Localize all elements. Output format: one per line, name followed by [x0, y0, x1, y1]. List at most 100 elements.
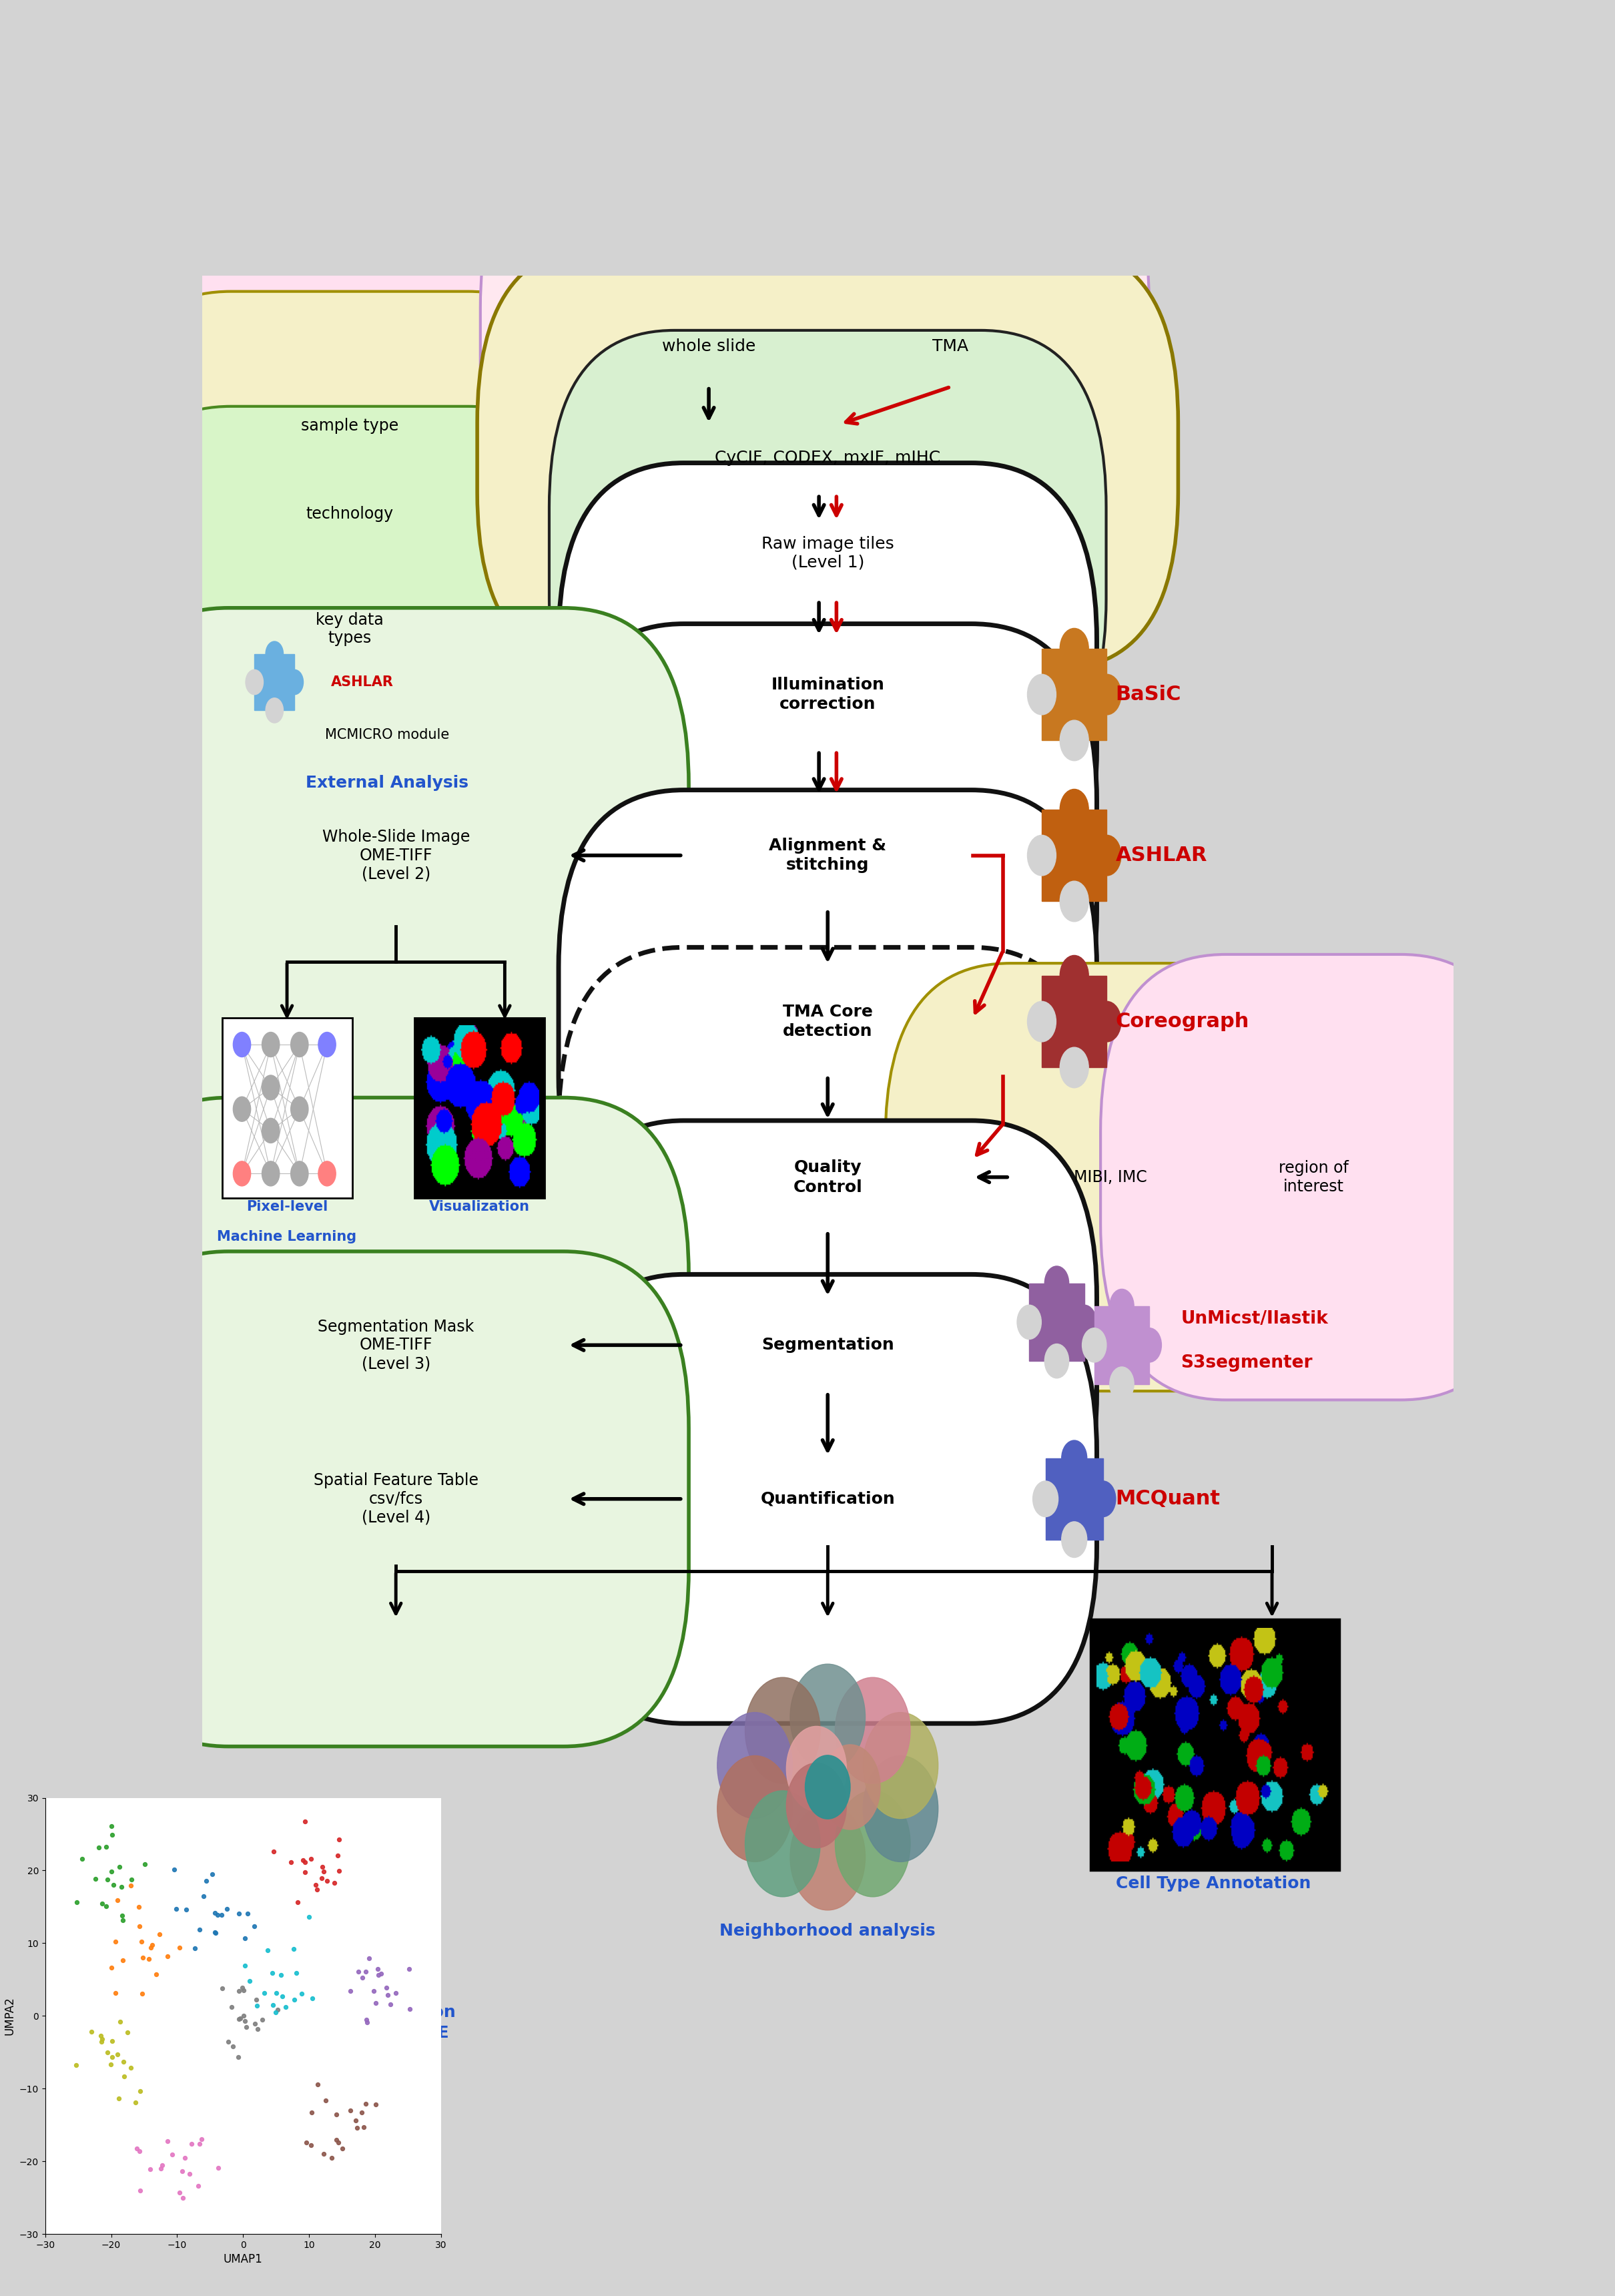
- Point: [326, 1821, 352, 1857]
- Circle shape: [790, 1805, 866, 1910]
- Circle shape: [745, 1791, 820, 1896]
- Point: [95, 2034, 121, 2071]
- Circle shape: [1082, 1327, 1106, 1362]
- Point: [82, 1860, 108, 1896]
- Point: [94, 1887, 120, 1924]
- Point: [100, 1867, 126, 1903]
- Point: [349, 2094, 375, 2131]
- Point: [292, 1802, 318, 1839]
- Text: External Analysis: External Analysis: [305, 776, 468, 790]
- Circle shape: [1059, 882, 1089, 921]
- Text: Neighborhood analysis: Neighborhood analysis: [720, 1924, 935, 1940]
- Circle shape: [318, 1033, 336, 1056]
- Point: [273, 1988, 299, 2025]
- Text: sample type: sample type: [300, 418, 399, 434]
- Point: [263, 1993, 289, 2030]
- Circle shape: [1027, 675, 1056, 714]
- Point: [242, 2004, 268, 2041]
- Circle shape: [1061, 1522, 1087, 1557]
- Point: [373, 1970, 399, 2007]
- Point: [139, 1926, 165, 1963]
- Circle shape: [862, 1756, 938, 1862]
- Point: [354, 1954, 380, 1991]
- Circle shape: [1017, 1304, 1042, 1339]
- Point: [89, 2023, 115, 2060]
- Point: [186, 2167, 212, 2204]
- Point: [111, 2057, 137, 2094]
- Point: [321, 1864, 347, 1901]
- Circle shape: [820, 1745, 880, 1830]
- Point: [299, 1839, 325, 1876]
- Point: [242, 1908, 268, 1945]
- Text: BaSiC: BaSiC: [1116, 684, 1181, 705]
- Circle shape: [1092, 1001, 1121, 1042]
- Text: region of
interest: region of interest: [1279, 1159, 1349, 1194]
- Circle shape: [835, 1791, 911, 1896]
- Circle shape: [291, 1033, 308, 1056]
- FancyBboxPatch shape: [559, 790, 1097, 1254]
- Point: [326, 1853, 352, 1890]
- Point: [99, 2046, 124, 2082]
- Point: [255, 1931, 281, 1968]
- Point: [226, 1972, 252, 2009]
- Point: [313, 1862, 339, 1899]
- Point: [179, 2126, 205, 2163]
- Point: [310, 1848, 336, 1885]
- Point: [281, 1931, 307, 1968]
- Point: [202, 1915, 228, 1952]
- Text: TMA: TMA: [932, 338, 969, 354]
- Point: [299, 2126, 325, 2163]
- Point: [89, 1885, 115, 1922]
- Point: [323, 2122, 349, 2158]
- Point: [147, 1915, 173, 1952]
- Point: [137, 2151, 163, 2188]
- Point: [123, 2085, 149, 2122]
- FancyBboxPatch shape: [255, 654, 294, 709]
- Text: Coreograph: Coreograph: [1116, 1013, 1250, 1031]
- Point: [100, 2023, 126, 2060]
- Circle shape: [1072, 1304, 1097, 1339]
- Point: [194, 1862, 220, 1899]
- Circle shape: [1137, 1327, 1161, 1362]
- Point: [118, 1867, 144, 1903]
- Point: [308, 1860, 334, 1896]
- Point: [292, 1844, 318, 1880]
- Point: [244, 2011, 270, 2048]
- Point: [365, 1949, 391, 1986]
- Point: [263, 1975, 289, 2011]
- Point: [233, 2002, 258, 2039]
- Point: [132, 1846, 158, 1883]
- Point: [281, 1981, 307, 2018]
- Point: [99, 1949, 124, 1986]
- Circle shape: [1045, 1265, 1069, 1300]
- Point: [338, 1972, 363, 2009]
- Point: [236, 1963, 262, 2000]
- Point: [349, 1958, 375, 1995]
- Point: [182, 1931, 208, 1968]
- Circle shape: [835, 1678, 911, 1784]
- Point: [162, 1851, 187, 1887]
- FancyBboxPatch shape: [105, 202, 594, 647]
- Point: [346, 1954, 371, 1991]
- Point: [149, 2147, 174, 2183]
- Point: [191, 1878, 216, 1915]
- Point: [215, 2023, 241, 2060]
- Circle shape: [1059, 955, 1089, 996]
- Point: [160, 2135, 186, 2172]
- Point: [249, 2002, 275, 2039]
- Text: Cell Type Annotation: Cell Type Annotation: [1116, 1876, 1311, 1892]
- Point: [354, 2002, 380, 2039]
- Point: [103, 1975, 129, 2011]
- Point: [105, 2080, 131, 2117]
- FancyBboxPatch shape: [885, 964, 1336, 1391]
- Text: Whole-Slide Image
OME-TIFF
(Level 2): Whole-Slide Image OME-TIFF (Level 2): [321, 829, 470, 882]
- FancyBboxPatch shape: [1045, 1458, 1103, 1541]
- Circle shape: [717, 1713, 793, 1818]
- Point: [350, 2108, 376, 2144]
- Point: [234, 2009, 260, 2046]
- Point: [166, 2174, 192, 2211]
- Point: [231, 1998, 257, 2034]
- Text: whole slide: whole slide: [662, 338, 756, 354]
- Circle shape: [1034, 1481, 1058, 1518]
- Point: [163, 1890, 189, 1926]
